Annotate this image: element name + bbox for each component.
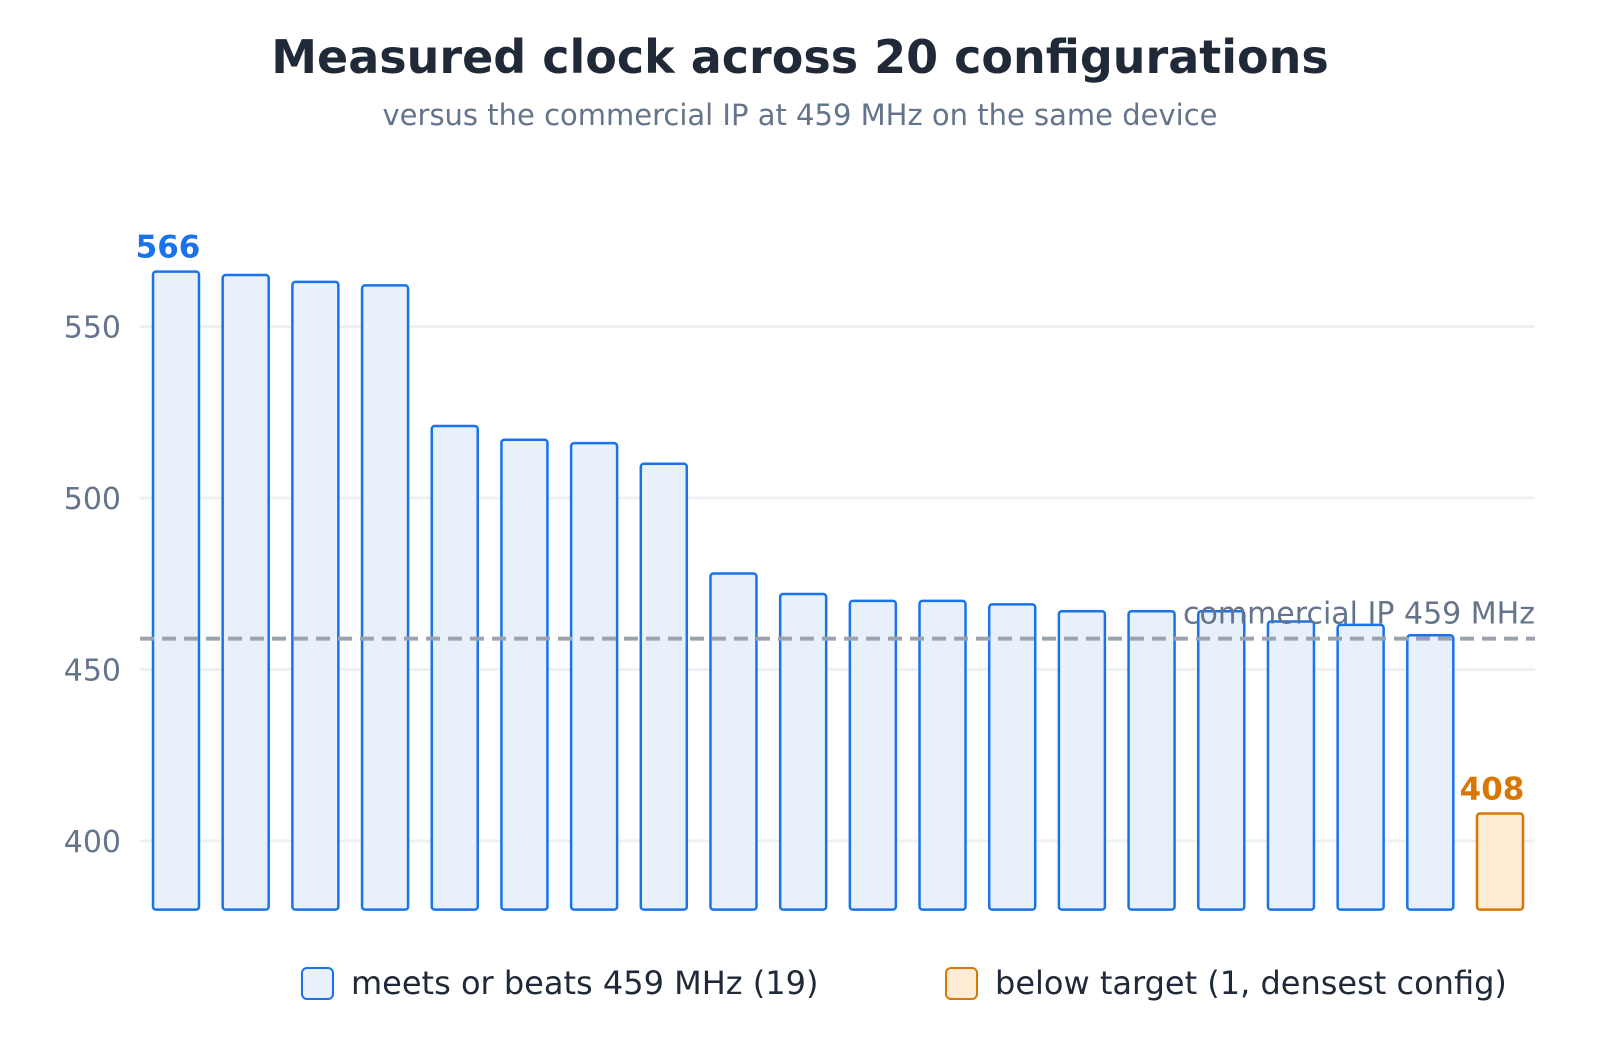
bar xyxy=(848,599,898,911)
bar-chart-plot: 400 450 500 550 commercial IP 459 MHz 566 408 xyxy=(64,230,1535,911)
bar xyxy=(1336,623,1385,911)
bar xyxy=(500,438,549,911)
bar xyxy=(1475,812,1525,911)
bar xyxy=(430,424,479,911)
y-tick-label: 400 xyxy=(64,825,121,860)
bar xyxy=(1406,633,1455,911)
bar xyxy=(569,441,619,911)
bar xyxy=(221,273,270,911)
legend-item-meets: meets or beats 459 MHz (19) xyxy=(301,964,818,1002)
bar xyxy=(360,284,410,911)
bar xyxy=(291,280,340,911)
legend-swatch-below xyxy=(945,966,978,1000)
data-label: 408 xyxy=(1460,772,1525,808)
legend-swatch-meets xyxy=(301,966,334,1000)
bar xyxy=(151,270,201,911)
bar xyxy=(778,592,828,911)
chart-title: Measured clock across 20 configurations xyxy=(271,30,1329,84)
legend-item-below: below target (1, densest config) xyxy=(945,964,1507,1002)
legend-label-below: below target (1, densest config) xyxy=(995,964,1507,1002)
bar xyxy=(1266,620,1316,911)
bar xyxy=(639,462,689,911)
reference-line-label: commercial IP 459 MHz xyxy=(1183,597,1535,632)
chart-subtitle: versus the commercial IP at 459 MHz on t… xyxy=(382,98,1218,132)
bar xyxy=(987,603,1037,911)
bar xyxy=(918,599,967,911)
bar xyxy=(1057,609,1107,911)
y-tick-label: 500 xyxy=(64,482,121,517)
y-tick-label: 550 xyxy=(64,311,121,346)
y-tick-label: 450 xyxy=(64,654,121,689)
bar xyxy=(1127,609,1176,911)
bar xyxy=(709,572,758,911)
bar xyxy=(1197,609,1246,911)
data-label: 566 xyxy=(136,230,201,266)
legend-label-meets: meets or beats 459 MHz (19) xyxy=(351,964,819,1002)
